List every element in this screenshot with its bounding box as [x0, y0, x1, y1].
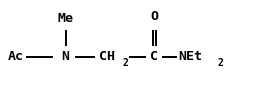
Text: O: O: [150, 10, 158, 23]
Text: C: C: [150, 50, 158, 63]
Text: NEt: NEt: [179, 50, 203, 63]
Text: 2: 2: [123, 58, 129, 68]
Text: CH: CH: [99, 50, 115, 63]
Text: Ac: Ac: [8, 50, 24, 63]
Text: Me: Me: [58, 12, 74, 25]
Text: 2: 2: [217, 58, 223, 68]
Text: N: N: [61, 50, 70, 63]
